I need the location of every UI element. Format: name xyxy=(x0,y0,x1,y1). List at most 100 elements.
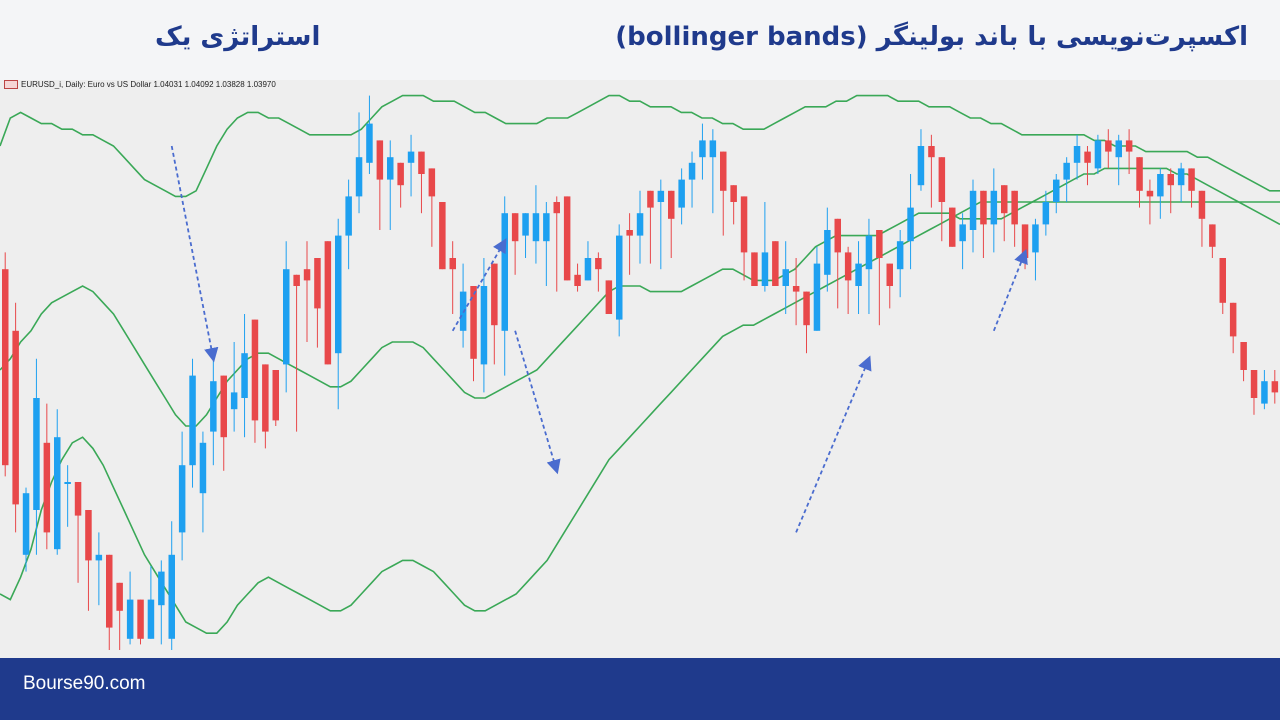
bearish-candle-body xyxy=(449,258,456,270)
bearish-candle-body xyxy=(12,330,19,505)
slide-title: اکسپرت‌نویسی با باند بولینگر (bollinger … xyxy=(615,22,1248,52)
chart-area: EURUSD_i, Daily: Euro vs US Dollar 1.040… xyxy=(0,80,1280,658)
bullish-candle-body xyxy=(366,123,373,163)
chart-symbol-info: EURUSD_i, Daily: Euro vs US Dollar 1.040… xyxy=(21,80,276,89)
candle xyxy=(1115,134,1122,186)
bearish-candle-body xyxy=(251,319,259,421)
bearish-candle-body xyxy=(43,442,51,533)
candle xyxy=(803,291,810,354)
bullish-candle-body xyxy=(241,353,248,398)
candle xyxy=(418,151,425,214)
candle xyxy=(189,358,196,488)
candle xyxy=(230,342,238,432)
candle xyxy=(85,510,92,611)
bearish-candle-body xyxy=(1105,140,1112,152)
bullish-candle-body xyxy=(1042,202,1050,225)
candle xyxy=(844,246,852,314)
bullish-candle-body xyxy=(1053,179,1060,202)
candle xyxy=(928,134,935,208)
candle xyxy=(761,202,769,292)
bullish-candle-body xyxy=(865,235,873,270)
bearish-candle-body xyxy=(397,162,404,186)
candle xyxy=(626,213,633,275)
bearish-candle-body xyxy=(720,151,727,191)
candle xyxy=(106,554,113,650)
candle xyxy=(813,246,821,331)
bearish-candle-body xyxy=(106,554,113,628)
bullish-candle-body xyxy=(501,213,508,331)
candle xyxy=(335,218,342,410)
bearish-candle-body xyxy=(1250,370,1258,398)
bullish-candle-body xyxy=(636,213,644,236)
bullish-candle-body xyxy=(1115,140,1122,158)
bearish-candle-body xyxy=(1021,224,1029,258)
bearish-candle-body xyxy=(470,286,477,359)
bearish-candle-body xyxy=(1136,157,1143,191)
candle xyxy=(553,196,560,292)
bearish-candle-body xyxy=(1240,342,1247,370)
candle xyxy=(2,252,9,477)
bearish-candle-body xyxy=(1229,302,1237,337)
chart-info-bar: EURUSD_i, Daily: Euro vs US Dollar 1.040… xyxy=(4,80,276,89)
bearish-candle-body xyxy=(980,190,987,225)
trend-arrow xyxy=(514,330,561,475)
bullish-candle-body xyxy=(709,140,717,158)
candle xyxy=(782,241,789,314)
candle xyxy=(522,213,529,258)
candle xyxy=(480,258,488,393)
bearish-candle-body xyxy=(563,196,571,281)
candle xyxy=(949,207,956,247)
bearish-candle-body xyxy=(1001,185,1008,214)
bearish-candle-body xyxy=(886,263,893,286)
bearish-candle-body xyxy=(376,140,384,180)
bearish-candle-body xyxy=(938,157,946,202)
candle xyxy=(366,95,373,174)
candle xyxy=(428,168,436,247)
bearish-candle-body xyxy=(1188,168,1195,191)
candle xyxy=(1084,146,1091,186)
candle xyxy=(616,224,623,337)
bullish-candle-body xyxy=(1063,162,1070,180)
bearish-candle-body xyxy=(303,269,311,281)
slide-header: اکسپرت‌نویسی با باند بولینگر (bollinger … xyxy=(0,0,1280,80)
bullish-candle-body xyxy=(907,207,914,242)
candle xyxy=(1209,224,1216,258)
bullish-candle-body xyxy=(688,162,696,180)
candle xyxy=(917,129,925,191)
candle xyxy=(251,319,259,443)
candle xyxy=(730,185,737,225)
candle xyxy=(720,151,727,236)
candle xyxy=(1167,168,1174,214)
bullish-candle-body xyxy=(1261,381,1268,404)
candle xyxy=(959,213,966,270)
candle xyxy=(470,286,477,382)
trend-arrows xyxy=(170,145,1028,533)
candle xyxy=(168,521,175,650)
bearish-candle-body xyxy=(1146,190,1154,197)
bearish-candle-body xyxy=(1219,258,1226,303)
chart-window-icon xyxy=(4,80,18,89)
candle xyxy=(1136,157,1143,208)
candle xyxy=(1219,258,1226,314)
candle xyxy=(54,409,61,555)
candle xyxy=(824,207,831,292)
candle xyxy=(43,403,51,550)
candle xyxy=(1177,162,1185,202)
candle xyxy=(1125,129,1133,174)
candle xyxy=(1032,218,1039,281)
trend-arrow xyxy=(795,355,872,533)
bullish-candle-body xyxy=(761,252,769,286)
bullish-candle-body xyxy=(64,482,71,484)
bullish-candle-body xyxy=(178,465,186,533)
bullish-candle-body xyxy=(657,190,665,202)
candle xyxy=(283,241,290,393)
bearish-candle-body xyxy=(2,269,9,466)
bullish-candle-body xyxy=(335,235,342,354)
bullish-candle-body xyxy=(407,151,415,163)
bearish-candle-body xyxy=(491,263,498,326)
bullish-candle-body xyxy=(387,157,394,180)
bearish-candle-body xyxy=(116,582,123,611)
bullish-candle-body xyxy=(699,140,706,158)
bullish-candle-body xyxy=(54,437,61,550)
bearish-candle-body xyxy=(574,274,581,286)
